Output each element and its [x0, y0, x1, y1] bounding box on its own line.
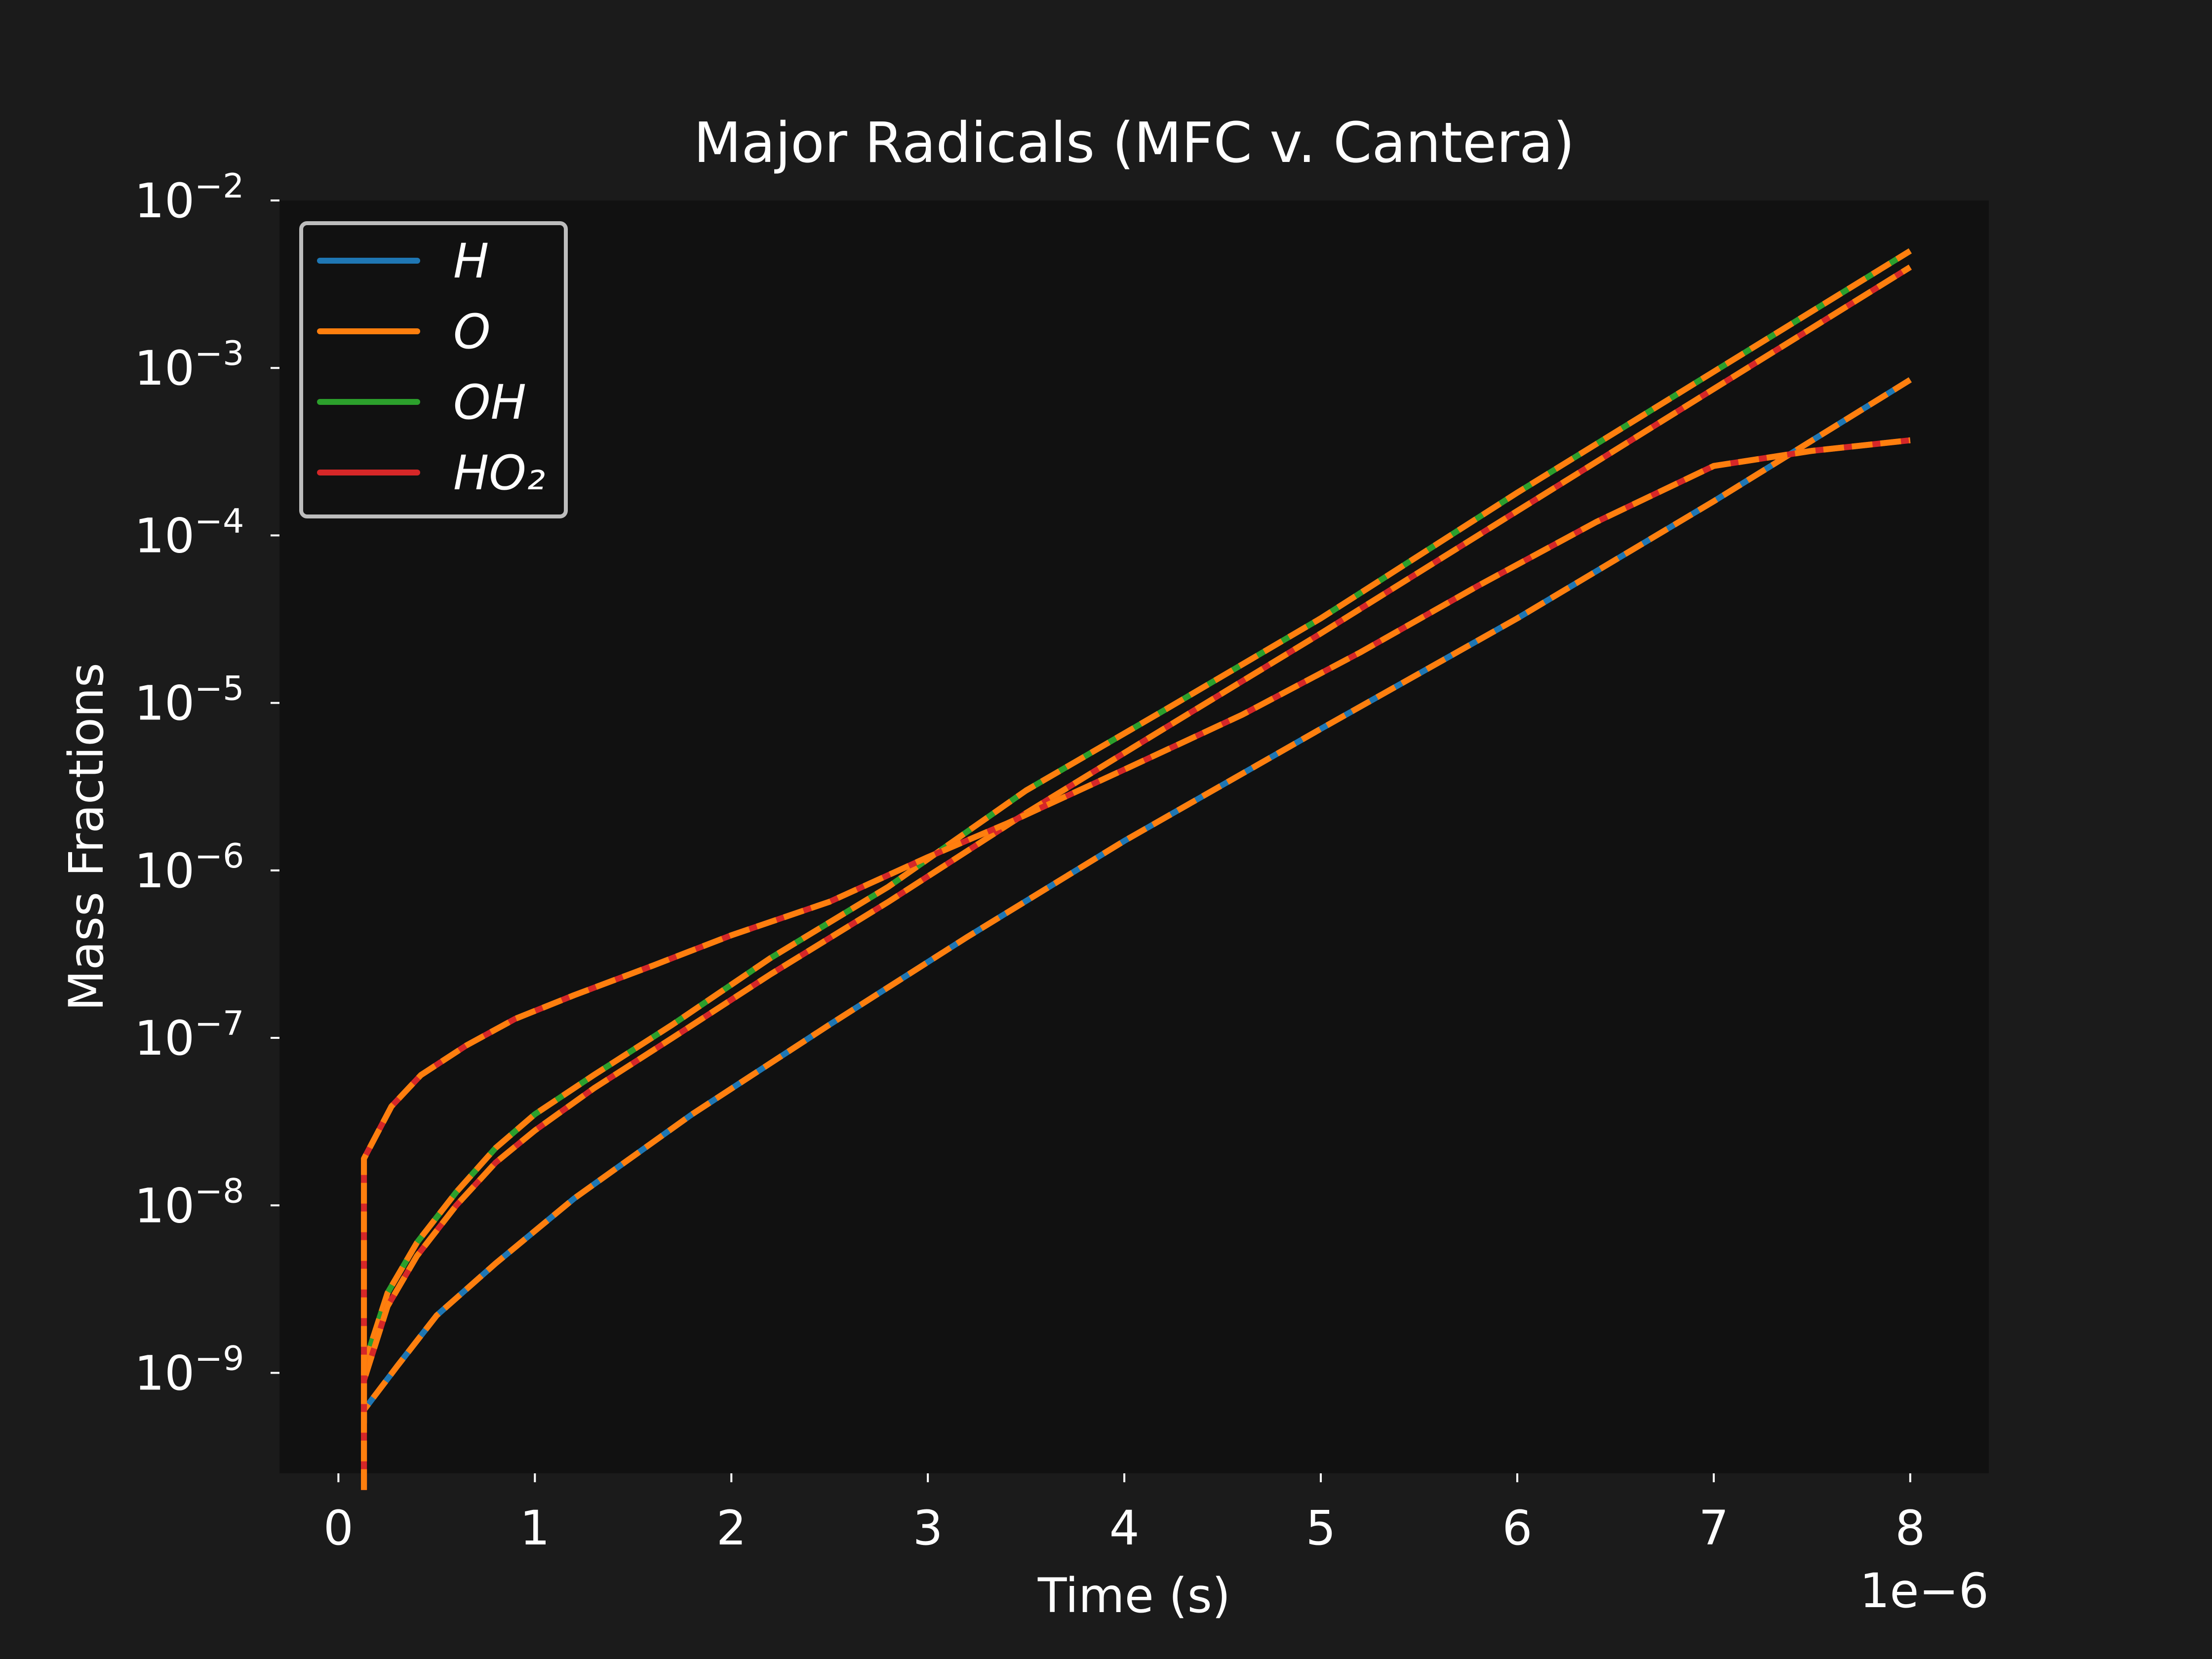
legend-box — [299, 221, 568, 518]
x-axis-label: Time (s) — [1037, 1568, 1230, 1623]
legend: HO OH HO₂ — [299, 221, 568, 518]
chart-title: Major Radicals (MFC v. Cantera) — [694, 111, 1575, 175]
y-tick-label: 10−3 — [134, 334, 244, 396]
y-tick-label: 10−5 — [134, 670, 244, 731]
series-dashed-overlay-3 — [361, 264, 1912, 1490]
legend-label: O — [453, 304, 491, 359]
x-tick-label: 4 — [1109, 1501, 1140, 1556]
series-layer — [361, 248, 1912, 1490]
y-tick-label: 10−7 — [134, 1004, 244, 1066]
legend-label: HO₂ — [453, 445, 545, 501]
legend-label: OH — [453, 375, 526, 430]
y-tick-label: 10−8 — [134, 1172, 244, 1233]
series-dashed-overlay-4 — [361, 437, 1911, 1490]
y-tick-label: 10−9 — [134, 1339, 244, 1401]
x-tick-label: 7 — [1698, 1501, 1729, 1556]
x-tick-label: 0 — [323, 1501, 354, 1556]
series-dashed-overlay-2 — [361, 248, 1912, 1423]
x-tick-label: 6 — [1502, 1501, 1532, 1556]
y-tick-label: 10−2 — [134, 167, 244, 229]
y-axis-ticks: 10−9 10−8 10−7 10−6 10−5 10−4 10−3 10−2 — [134, 167, 279, 1401]
x-offset-label: 1e−6 — [1859, 1563, 1989, 1619]
x-tick-label: 3 — [913, 1501, 943, 1556]
y-tick-label: 10−6 — [134, 837, 244, 899]
legend-label: H — [453, 234, 489, 289]
y-axis-label: Mass Fractions — [59, 663, 114, 1011]
series-dashed-overlay-0 — [361, 377, 1912, 1423]
x-tick-label: 1 — [520, 1501, 550, 1556]
x-tick-label: 5 — [1305, 1501, 1336, 1556]
x-tick-label: 8 — [1895, 1501, 1925, 1556]
x-tick-label: 2 — [716, 1501, 747, 1556]
x-axis-ticks: 0 1 2 3 4 5 6 7 8 — [323, 1473, 1925, 1556]
y-tick-label: 10−4 — [134, 502, 244, 563]
